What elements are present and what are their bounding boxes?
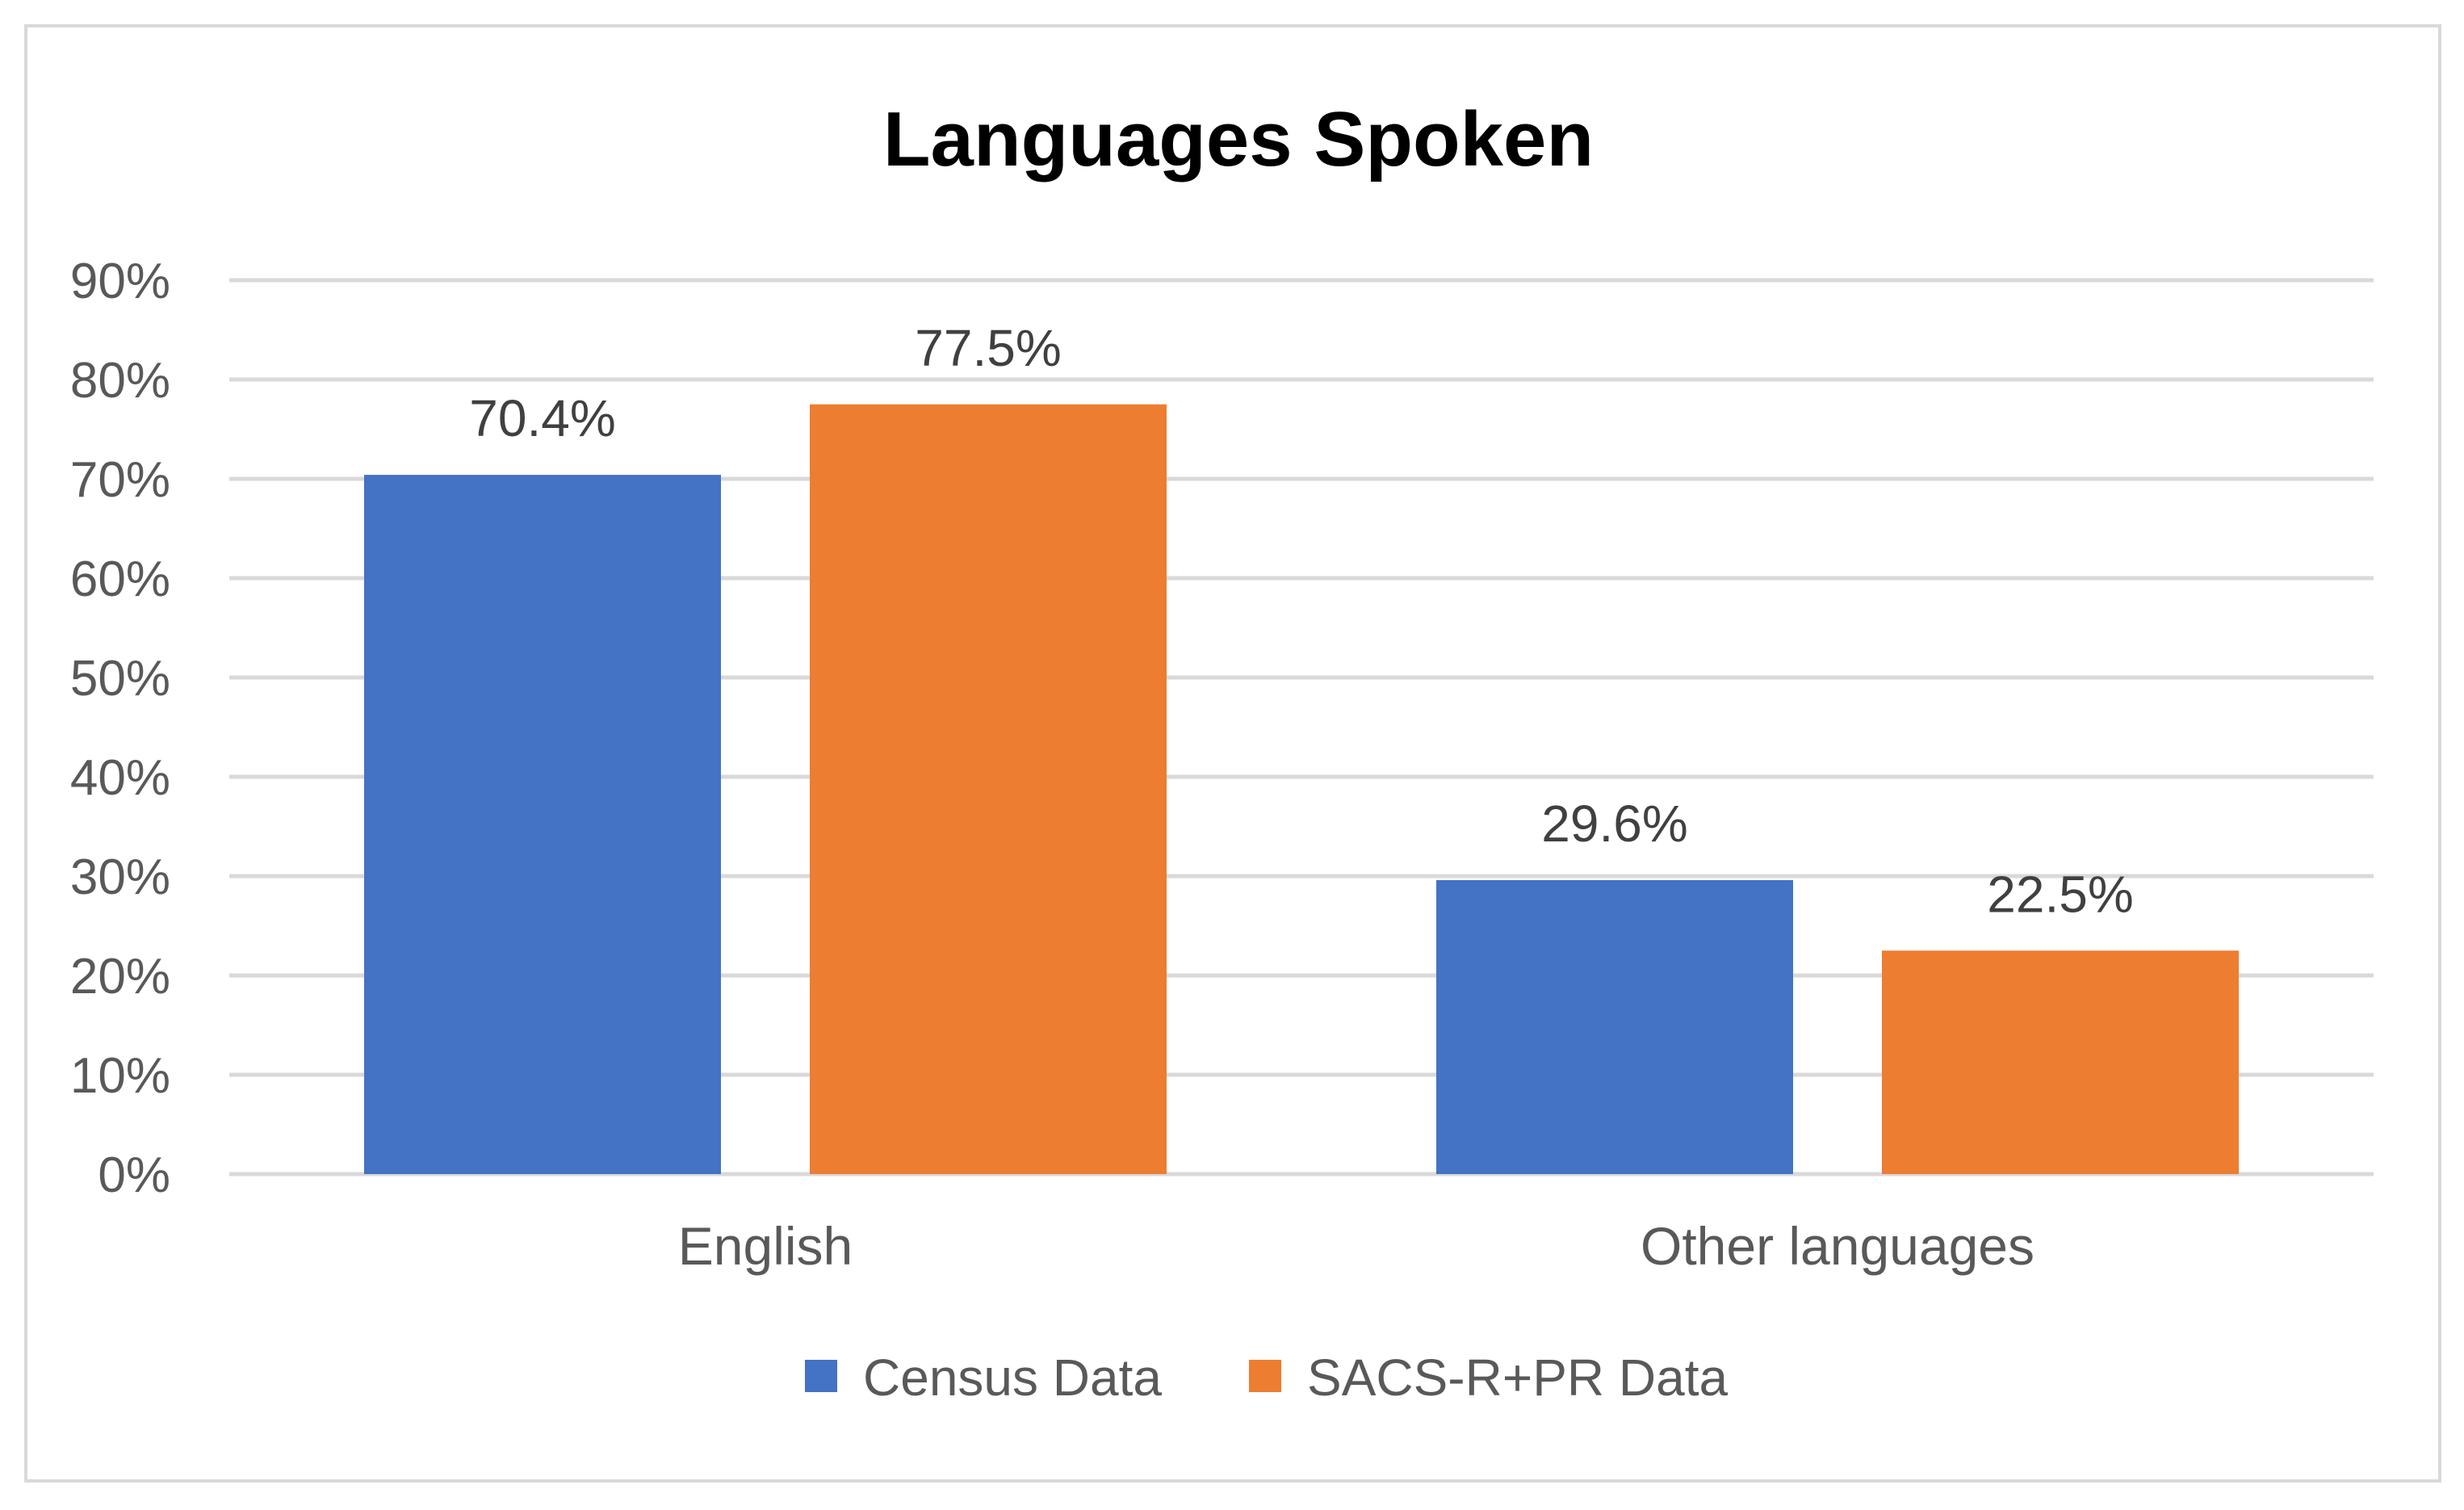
y-tick-label: 40% [70,750,170,806]
data-labels: 70.4% 77.5% 29.6% 22.5% [469,319,2133,924]
data-label: 29.6% [1541,795,1687,853]
y-tick-label: 70% [70,452,170,508]
legend-label-1: SACS-R+PR Data [1307,1349,1728,1407]
category-label: Other languages [1641,1216,2034,1276]
bar-sacs-1 [1882,950,2239,1174]
data-label: 70.4% [469,389,615,447]
legend: Census Data SACS-R+PR Data [805,1349,1728,1407]
data-label: 77.5% [915,319,1061,377]
category-labels: English Other languages [678,1216,2034,1276]
y-tick-label: 90% [70,254,170,309]
y-axis-tick-labels: 0% 10% 20% 30% 40% 50% 60% 70% 80% 90% [70,254,170,1203]
bar-sacs-0 [810,404,1167,1174]
y-tick-label: 0% [98,1147,170,1203]
legend-swatch-0 [805,1360,837,1392]
y-tick-label: 20% [70,949,170,1005]
y-tick-label: 50% [70,651,170,707]
category-label: English [678,1216,853,1276]
bar-census-1 [1436,879,1793,1174]
y-tick-label: 10% [70,1048,170,1104]
legend-swatch-1 [1249,1360,1281,1392]
legend-label-0: Census Data [863,1349,1162,1407]
chart-title: Languages Spoken [883,96,1594,182]
chart-svg: Languages Spoken 0% 10% 20% 30% 40% 50% 60% 70%… [70,96,2374,1407]
chart-frame: Languages Spoken 0% 10% 20% 30% 40% 50% 60% 70%… [24,24,2441,1483]
bars [364,404,2239,1174]
y-tick-label: 80% [70,353,170,409]
bar-census-0 [364,475,721,1174]
y-tick-label: 60% [70,552,170,607]
y-tick-label: 30% [70,849,170,905]
data-label: 22.5% [1987,865,2133,923]
